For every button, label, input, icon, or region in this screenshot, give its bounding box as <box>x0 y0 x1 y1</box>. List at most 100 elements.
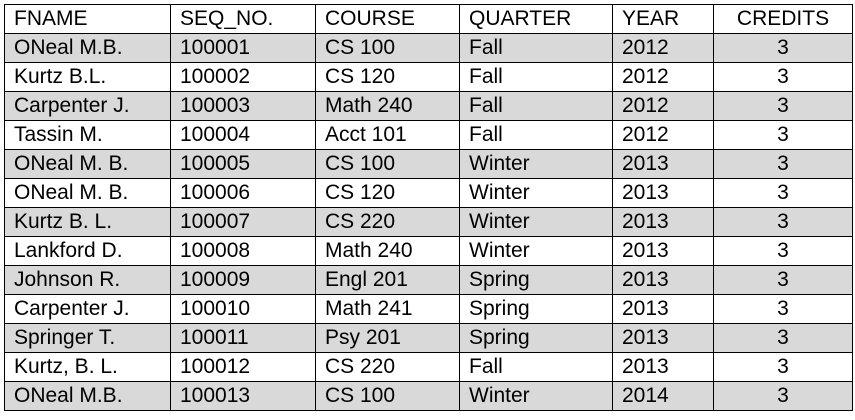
table-row: ONeal M.B. 100013 CS 100 Winter 2014 3 <box>4 381 853 411</box>
cell-year: 2012 <box>612 120 714 150</box>
cell-quarter: Fall <box>459 33 613 63</box>
table-row: Kurtz B. L. 100007 CS 220 Winter 2013 3 <box>4 207 853 237</box>
cell-quarter: Winter <box>459 207 613 237</box>
cell-course: CS 100 <box>315 381 460 411</box>
cell-course: Math 241 <box>315 294 460 324</box>
cell-seq-no: 100006 <box>170 178 316 208</box>
cell-quarter: Winter <box>459 236 613 266</box>
cell-seq-no: 100004 <box>170 120 316 150</box>
cell-year: 2014 <box>612 381 714 411</box>
table-row: Tassin M. 100004 Acct 101 Fall 2012 3 <box>4 120 853 150</box>
cell-course: CS 120 <box>315 62 460 92</box>
cell-credits: 3 <box>713 236 853 266</box>
cell-seq-no: 100007 <box>170 207 316 237</box>
cell-year: 2012 <box>612 33 714 63</box>
cell-seq-no: 100008 <box>170 236 316 266</box>
cell-seq-no: 100013 <box>170 381 316 411</box>
cell-credits: 3 <box>713 294 853 324</box>
header-course: COURSE <box>315 4 460 34</box>
cell-quarter: Spring <box>459 294 613 324</box>
cell-credits: 3 <box>713 120 853 150</box>
cell-year: 2013 <box>612 352 714 382</box>
cell-quarter: Winter <box>459 149 613 179</box>
table-row: Carpenter J. 100010 Math 241 Spring 2013 3 <box>4 294 853 324</box>
table-row: ONeal M.B. 100001 CS 100 Fall 2012 3 <box>4 33 853 63</box>
enrollment-table: FNAME SEQ_NO. COURSE QUARTER YEAR CREDIT… <box>4 4 853 411</box>
cell-quarter: Fall <box>459 352 613 382</box>
cell-credits: 3 <box>713 381 853 411</box>
cell-course: CS 100 <box>315 149 460 179</box>
table-row: ONeal M. B. 100006 CS 120 Winter 2013 3 <box>4 178 853 208</box>
header-year: YEAR <box>612 4 714 34</box>
cell-course: Math 240 <box>315 91 460 121</box>
cell-seq-no: 100010 <box>170 294 316 324</box>
cell-quarter: Spring <box>459 265 613 295</box>
cell-year: 2013 <box>612 294 714 324</box>
cell-course: CS 220 <box>315 352 460 382</box>
header-credits: CREDITS <box>713 4 853 34</box>
table-header: FNAME SEQ_NO. COURSE QUARTER YEAR CREDIT… <box>4 4 853 34</box>
table-row: Lankford D. 100008 Math 240 Winter 2013 3 <box>4 236 853 266</box>
cell-fname: Carpenter J. <box>4 294 171 324</box>
cell-course: Engl 201 <box>315 265 460 295</box>
cell-fname: ONeal M.B. <box>4 381 171 411</box>
cell-seq-no: 100011 <box>170 323 316 353</box>
cell-year: 2013 <box>612 265 714 295</box>
cell-credits: 3 <box>713 149 853 179</box>
cell-credits: 3 <box>713 265 853 295</box>
cell-course: CS 120 <box>315 178 460 208</box>
header-seq-no: SEQ_NO. <box>170 4 316 34</box>
cell-fname: Kurtz B.L. <box>4 62 171 92</box>
cell-fname: ONeal M.B. <box>4 33 171 63</box>
cell-seq-no: 100009 <box>170 265 316 295</box>
cell-credits: 3 <box>713 33 853 63</box>
cell-year: 2013 <box>612 149 714 179</box>
cell-fname: ONeal M. B. <box>4 178 171 208</box>
cell-year: 2013 <box>612 323 714 353</box>
cell-credits: 3 <box>713 207 853 237</box>
cell-fname: Carpenter J. <box>4 91 171 121</box>
table-row: Kurtz, B. L. 100012 CS 220 Fall 2013 3 <box>4 352 853 382</box>
cell-seq-no: 100005 <box>170 149 316 179</box>
cell-fname: ONeal M. B. <box>4 149 171 179</box>
cell-course: Math 240 <box>315 236 460 266</box>
cell-quarter: Fall <box>459 91 613 121</box>
cell-quarter: Winter <box>459 178 613 208</box>
cell-year: 2013 <box>612 178 714 208</box>
cell-quarter: Fall <box>459 62 613 92</box>
cell-fname: Tassin M. <box>4 120 171 150</box>
cell-seq-no: 100002 <box>170 62 316 92</box>
cell-year: 2012 <box>612 62 714 92</box>
cell-course: Psy 201 <box>315 323 460 353</box>
cell-fname: Springer T. <box>4 323 171 353</box>
cell-seq-no: 100012 <box>170 352 316 382</box>
cell-fname: Kurtz, B. L. <box>4 352 171 382</box>
cell-year: 2013 <box>612 236 714 266</box>
cell-credits: 3 <box>713 178 853 208</box>
cell-year: 2012 <box>612 91 714 121</box>
header-quarter: QUARTER <box>459 4 613 34</box>
enrollment-table-frame: FNAME SEQ_NO. COURSE QUARTER YEAR CREDIT… <box>4 4 853 417</box>
cell-course: CS 220 <box>315 207 460 237</box>
cell-fname: Kurtz B. L. <box>4 207 171 237</box>
cell-quarter: Fall <box>459 120 613 150</box>
cell-course: CS 100 <box>315 33 460 63</box>
table-body: ONeal M.B. 100001 CS 100 Fall 2012 3 Kurtz B.L… <box>4 33 853 411</box>
cell-quarter: Spring <box>459 323 613 353</box>
header-fname: FNAME <box>4 4 171 34</box>
cell-year: 2013 <box>612 207 714 237</box>
cell-fname: Johnson R. <box>4 265 171 295</box>
table-row: Kurtz B.L. 100002 CS 120 Fall 2012 3 <box>4 62 853 92</box>
cell-quarter: Winter <box>459 381 613 411</box>
cell-credits: 3 <box>713 62 853 92</box>
cell-credits: 3 <box>713 91 853 121</box>
cell-course: Acct 101 <box>315 120 460 150</box>
cell-fname: Lankford D. <box>4 236 171 266</box>
cell-credits: 3 <box>713 352 853 382</box>
cell-credits: 3 <box>713 323 853 353</box>
cell-seq-no: 100001 <box>170 33 316 63</box>
table-row: Carpenter J. 100003 Math 240 Fall 2012 3 <box>4 91 853 121</box>
table-row: Springer T. 100011 Psy 201 Spring 2013 3 <box>4 323 853 353</box>
cell-seq-no: 100003 <box>170 91 316 121</box>
header-row: FNAME SEQ_NO. COURSE QUARTER YEAR CREDIT… <box>4 4 853 34</box>
